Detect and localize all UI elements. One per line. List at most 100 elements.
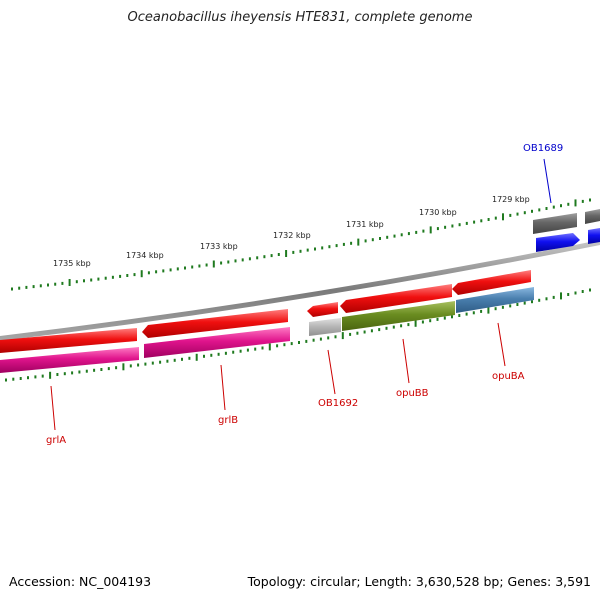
minor-tick: [78, 370, 81, 374]
gene-opuBA-cog[interactable]: [456, 287, 534, 313]
minor-tick: [220, 261, 223, 265]
minor-tick: [5, 378, 7, 382]
minor-tick: [263, 255, 266, 259]
minor-tick: [47, 283, 49, 287]
gene-next-outer[interactable]: [585, 209, 600, 224]
leader-OB1692: [327, 349, 336, 395]
minor-tick: [545, 297, 548, 301]
tick-label-1730: 1730 kbp: [419, 208, 457, 217]
minor-tick: [198, 264, 201, 268]
gene-label-OB1692[interactable]: OB1692: [318, 398, 358, 409]
gene-OB1692-cog[interactable]: [309, 318, 341, 336]
minor-tick: [436, 317, 439, 321]
minor-tick: [203, 354, 205, 358]
minor-tick: [32, 285, 35, 289]
gene-label-grlB[interactable]: grlB: [218, 415, 238, 426]
minor-tick: [523, 211, 526, 215]
gene-grlA-outer[interactable]: [0, 328, 137, 353]
minor-tick: [487, 218, 490, 221]
minor-tick: [552, 295, 555, 299]
major-tick: [268, 343, 271, 351]
gene-label-opuBA[interactable]: opuBA: [492, 371, 525, 382]
minor-tick: [350, 241, 353, 245]
minor-tick: [334, 335, 337, 339]
genome-summary: Topology: circular; Length: 3,630,528 bp…: [247, 574, 591, 589]
minor-tick: [241, 258, 244, 262]
minor-tick: [12, 377, 15, 381]
minor-tick: [443, 316, 446, 320]
minor-tick: [363, 330, 366, 334]
minor-tick: [93, 368, 96, 372]
minor-tick: [119, 274, 122, 278]
minor-tick: [400, 233, 403, 237]
minor-tick: [115, 366, 118, 370]
gene-OB1689-outer[interactable]: [533, 213, 577, 234]
minor-tick: [407, 323, 410, 327]
minor-tick: [538, 298, 541, 302]
gene-OB1689-cog[interactable]: [536, 233, 580, 252]
minor-tick: [545, 207, 548, 210]
gene-OB1692-outer[interactable]: [307, 302, 338, 317]
minor-tick: [276, 344, 279, 348]
minor-tick: [144, 362, 147, 366]
minor-tick: [327, 336, 330, 340]
minor-tick: [538, 208, 541, 212]
major-tick: [49, 371, 52, 379]
minor-tick: [54, 282, 57, 286]
major-tick: [140, 270, 143, 278]
gene-grlA-cog[interactable]: [0, 347, 139, 373]
minor-tick: [290, 342, 293, 346]
minor-tick: [246, 348, 249, 352]
minor-tick: [169, 268, 172, 272]
minor-tick: [25, 285, 28, 289]
outer-tick-track: [11, 198, 591, 291]
minor-tick: [155, 270, 158, 274]
minor-tick: [173, 358, 176, 362]
minor-tick: [205, 263, 208, 267]
minor-tick: [11, 287, 13, 291]
minor-tick: [41, 374, 44, 378]
minor-tick: [516, 212, 519, 216]
minor-tick: [386, 235, 389, 239]
minor-tick: [567, 293, 570, 296]
minor-tick: [151, 361, 154, 365]
minor-tick: [239, 349, 242, 353]
major-tick: [487, 306, 490, 314]
major-tick: [502, 213, 504, 221]
gene-label-OB1689[interactable]: OB1689: [523, 143, 563, 154]
minor-tick: [370, 329, 373, 333]
gene-grlB-outer[interactable]: [142, 309, 288, 338]
minor-tick: [429, 319, 432, 323]
minor-tick: [129, 364, 132, 368]
minor-tick: [531, 300, 533, 304]
minor-tick: [480, 219, 483, 223]
minor-tick: [305, 339, 308, 343]
minor-tick: [34, 375, 37, 379]
minor-tick: [385, 326, 388, 330]
gene-label-grlA[interactable]: grlA: [46, 435, 66, 446]
gene-opuBB-outer[interactable]: [340, 284, 452, 313]
major-tick: [68, 279, 71, 286]
gene-next-cog[interactable]: [588, 228, 600, 244]
minor-tick: [465, 312, 468, 316]
major-tick: [357, 238, 360, 246]
tick-label-1733: 1733 kbp: [200, 242, 238, 251]
gene-opuBB-cog[interactable]: [342, 301, 455, 331]
minor-tick: [312, 338, 315, 342]
minor-tick: [494, 307, 497, 311]
minor-tick: [349, 332, 352, 336]
minor-tick: [191, 265, 194, 269]
minor-tick: [107, 367, 110, 371]
minor-tick: [71, 371, 74, 375]
minor-tick: [61, 281, 64, 285]
major-tick: [560, 292, 562, 300]
minor-tick: [480, 309, 483, 313]
inner-tick-track: [5, 288, 591, 382]
gene-grlB-cog[interactable]: [144, 327, 290, 358]
gene-label-opuBB[interactable]: opuBB: [396, 388, 429, 399]
minor-tick: [299, 249, 302, 253]
minor-tick: [589, 198, 591, 202]
gene-opuBA-outer[interactable]: [452, 270, 531, 295]
minor-tick: [560, 204, 562, 208]
